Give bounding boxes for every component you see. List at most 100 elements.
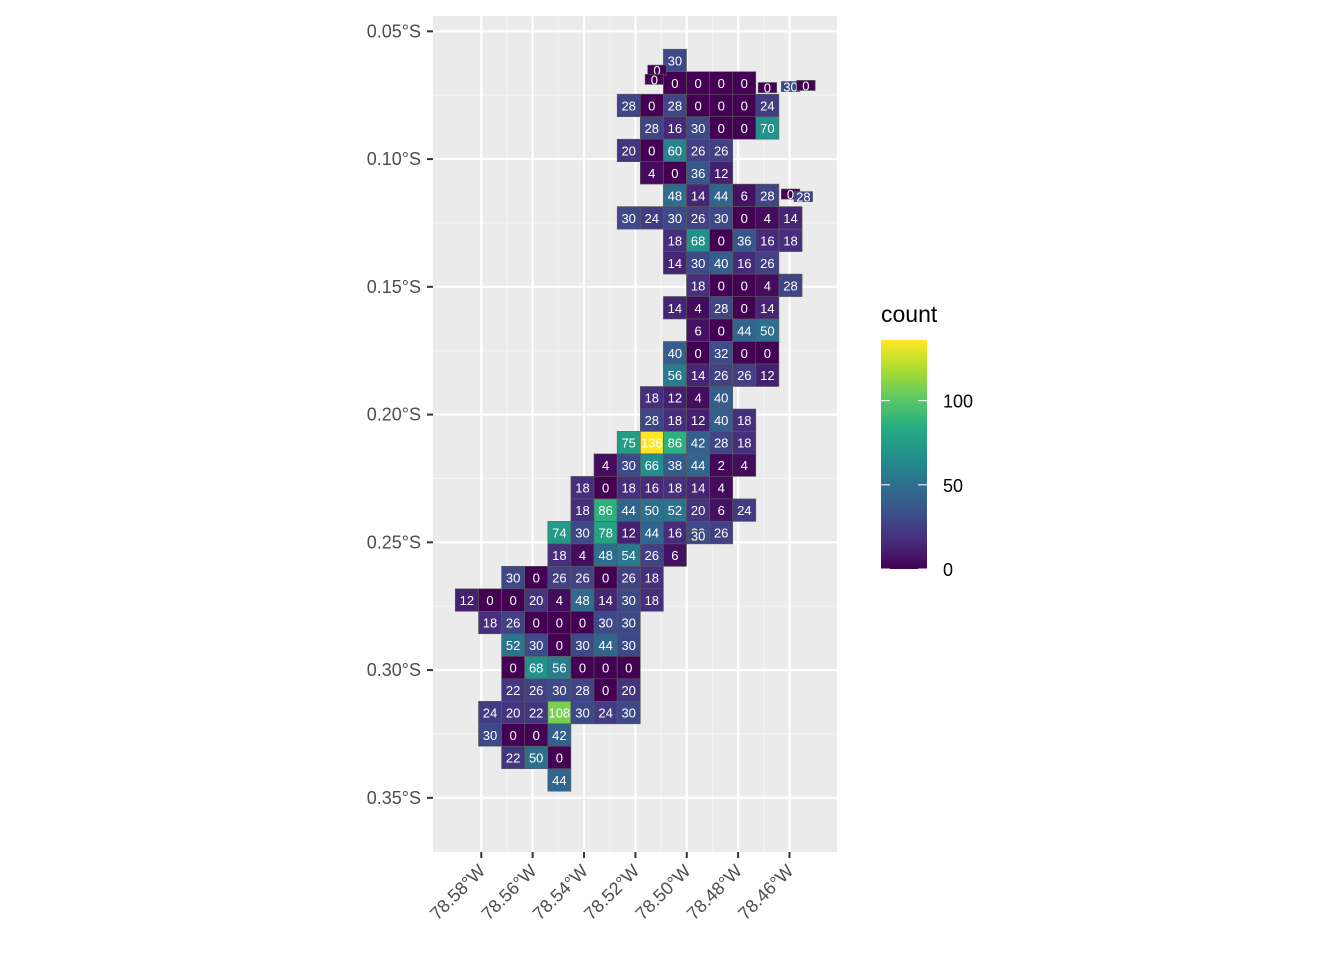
cell-value-label: 26 — [506, 616, 520, 631]
cell-value-label: 30 — [529, 638, 543, 653]
heatmap-cell — [732, 498, 757, 522]
legend-ticks: 0 50 100 — [881, 392, 973, 580]
cell-value-label: 14 — [691, 188, 705, 203]
cell-value-label: 44 — [737, 323, 751, 338]
cell-value-label: 14 — [691, 481, 705, 496]
cell-value-label: 30 — [575, 706, 589, 721]
cell-value-label: 18 — [783, 233, 797, 248]
cell-value-label: 50 — [645, 503, 659, 518]
cell-value-label: 44 — [552, 773, 566, 788]
cell-value-label: 0 — [741, 301, 748, 316]
cell-value-label: 0 — [764, 346, 771, 361]
cell-value-label: 4 — [741, 458, 748, 473]
cell-value-label: 6 — [741, 188, 748, 203]
legend-title: count — [881, 301, 938, 327]
cell-value-label: 0 — [718, 121, 725, 136]
cell-value-label: 0 — [509, 661, 516, 676]
cell-value-label: 0 — [741, 76, 748, 91]
cell-value-label: 0 — [602, 481, 609, 496]
cell-value-label: 40 — [714, 413, 728, 428]
cell-value-label: 14 — [760, 301, 774, 316]
cell-value-label: 18 — [645, 593, 659, 608]
heatmap-cell — [755, 363, 780, 387]
cell-value-label: 0 — [718, 323, 725, 338]
cell-value-label: 56 — [552, 661, 566, 676]
cell-value-label: 0 — [533, 616, 540, 631]
cell-value-label: 0 — [602, 683, 609, 698]
cell-value-label: 0 — [741, 121, 748, 136]
cell-value-label: 68 — [691, 233, 705, 248]
cell-value-label: 52 — [506, 638, 520, 653]
cell-value-label: 14 — [691, 368, 705, 383]
cell-value-label: 42 — [552, 728, 566, 743]
cell-value-label: 12 — [621, 526, 635, 541]
cell-value-label: 30 — [621, 593, 635, 608]
cell-value-label: 12 — [691, 413, 705, 428]
cell-value-label: 26 — [645, 548, 659, 563]
cell-value-label: 0 — [694, 346, 701, 361]
cell-value-label: 30 — [691, 121, 705, 136]
cell-value-label: 28 — [796, 190, 810, 205]
cell-value-label: 30 — [575, 638, 589, 653]
cell-value-label: 24 — [483, 706, 497, 721]
cell-value-label: 30 — [621, 616, 635, 631]
cell-value-label: 0 — [787, 187, 794, 202]
x-tick-label: 78.58°W — [426, 861, 489, 924]
cell-value-label: 30 — [621, 458, 635, 473]
cell-value-label: 14 — [668, 256, 682, 271]
x-tick-label: 78.54°W — [529, 861, 592, 924]
cell-value-label: 30 — [668, 54, 682, 69]
cell-value-label: 14 — [598, 593, 612, 608]
heatmap-cell — [778, 228, 803, 252]
cell-value-label: 0 — [741, 346, 748, 361]
legend-tick-label: 0 — [943, 560, 953, 580]
cell-value-label: 36 — [737, 233, 751, 248]
cell-value-label: 18 — [645, 571, 659, 586]
cell-value-label: 32 — [714, 346, 728, 361]
cell-value-label: 16 — [668, 526, 682, 541]
cell-value-label: 0 — [579, 661, 586, 676]
cell-value-label: 48 — [598, 548, 612, 563]
cell-value-label: 4 — [648, 166, 655, 181]
cell-value-label: 4 — [764, 278, 771, 293]
legend-colorbar — [881, 340, 927, 569]
heatmap-cell — [547, 768, 572, 792]
cell-value-label: 24 — [645, 211, 659, 226]
x-tick-label: 78.46°W — [734, 861, 797, 924]
heatmap-cell — [639, 588, 664, 612]
cell-value-label: 22 — [506, 683, 520, 698]
cell-value-label: 4 — [764, 211, 771, 226]
x-tick-label: 78.52°W — [580, 861, 643, 924]
cell-value-label: 0 — [718, 98, 725, 113]
cell-value-label: 0 — [741, 98, 748, 113]
heatmap-edge-cell — [796, 80, 816, 91]
cell-value-label: 12 — [714, 166, 728, 181]
cell-value-label: 28 — [645, 413, 659, 428]
cell-value-label: 20 — [691, 503, 705, 518]
cell-value-label: 50 — [760, 323, 774, 338]
cell-value-label: 0 — [718, 76, 725, 91]
cell-value-label: 24 — [737, 503, 751, 518]
cell-value-label: 26 — [575, 571, 589, 586]
heatmap-edge-cell — [757, 82, 778, 93]
cell-value-label: 78 — [598, 526, 612, 541]
cell-value-label: 18 — [668, 481, 682, 496]
cell-value-label: 30 — [783, 80, 797, 95]
cell-value-label: 26 — [760, 256, 774, 271]
cell-value-label: 6 — [671, 548, 678, 563]
cell-value-label: 30 — [691, 529, 705, 544]
cell-value-label: 0 — [651, 72, 658, 87]
cell-value-label: 28 — [714, 436, 728, 451]
y-tick-label: 0.20°S — [367, 405, 421, 425]
cell-value-label: 30 — [483, 728, 497, 743]
cell-value-label: 28 — [645, 121, 659, 136]
cell-value-label: 0 — [718, 278, 725, 293]
heatmap-cell — [663, 543, 687, 567]
cell-value-label: 0 — [718, 233, 725, 248]
cell-value-label: 4 — [694, 301, 701, 316]
cell-value-label: 18 — [575, 503, 589, 518]
cell-value-label: 70 — [760, 121, 774, 136]
cell-value-label: 44 — [598, 638, 612, 653]
cell-value-label: 18 — [691, 278, 705, 293]
